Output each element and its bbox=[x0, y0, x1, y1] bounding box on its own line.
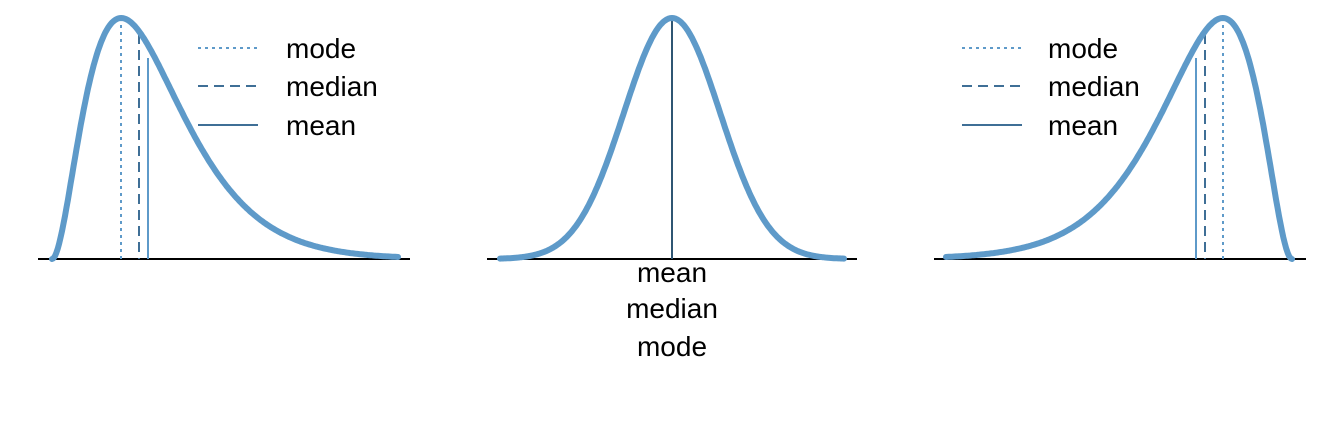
left-skewed-curve bbox=[943, 15, 1295, 262]
center-label-median: median bbox=[626, 293, 718, 324]
panel-right-skewed: mode median mean bbox=[38, 15, 410, 262]
legend-median-label: median bbox=[286, 71, 378, 102]
right-skewed-curve bbox=[49, 15, 401, 262]
panel-symmetric: mean median mode bbox=[487, 15, 857, 362]
center-label-mode: mode bbox=[637, 331, 707, 362]
panel-left-skewed: mode median mean bbox=[934, 15, 1306, 262]
legend-median-label: median bbox=[1048, 71, 1140, 102]
center-label-mean: mean bbox=[637, 257, 707, 288]
legend-mode-label: mode bbox=[1048, 33, 1118, 64]
symmetric-curve bbox=[497, 15, 847, 262]
legend: mode median mean bbox=[198, 33, 378, 141]
legend-mean-label: mean bbox=[1048, 110, 1118, 141]
legend-mean-label: mean bbox=[286, 110, 356, 141]
legend-mode-label: mode bbox=[286, 33, 356, 64]
legend: mode median mean bbox=[962, 33, 1140, 141]
